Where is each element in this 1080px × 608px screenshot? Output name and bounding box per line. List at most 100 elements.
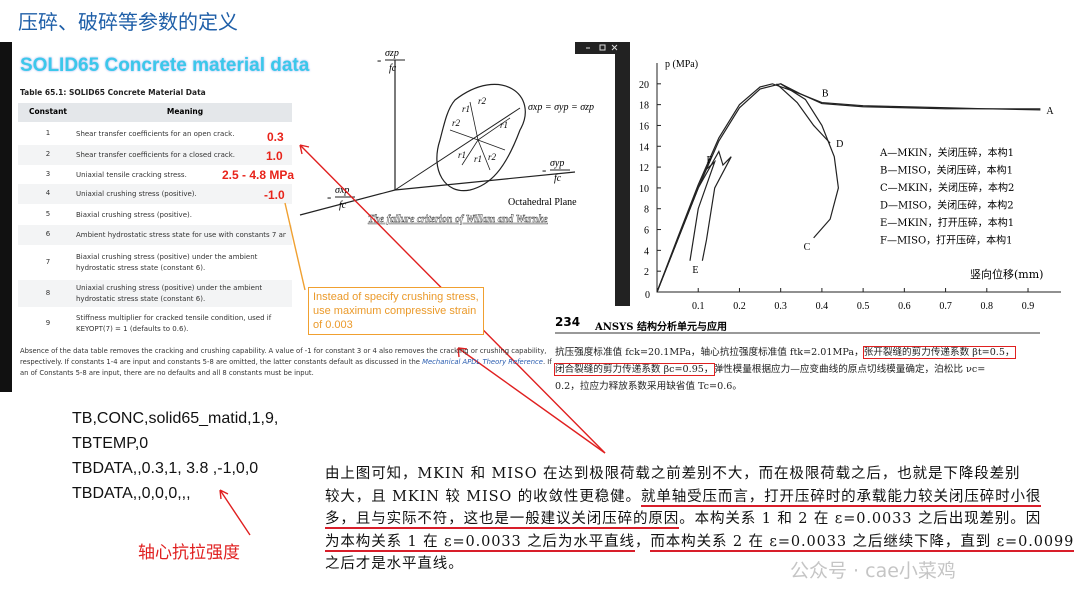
x-tick-label: 0.4 <box>816 301 829 312</box>
legend-entry: C—MKIN，关闭压碎，本构2 <box>880 181 1014 194</box>
paragraph-line: 多，且与实际不符，这也是一般建议关闭压碎的原因。本构关系 1 和 2 在 ε=0… <box>325 507 1041 530</box>
footnote-after: . If an of Constants 5-8 are input, ther… <box>20 358 552 377</box>
curve-label: F <box>706 155 712 166</box>
maximize-icon[interactable] <box>599 44 606 51</box>
curve <box>776 83 831 144</box>
book-segment: 0.2，拉应力释放系数采用缺省值 Tc=0.6。 <box>555 381 742 392</box>
column-header: Meaning <box>166 107 204 116</box>
y-tick-label: 8 <box>644 205 649 216</box>
column-header: Constant <box>28 107 68 116</box>
table-cell: 8 <box>45 288 51 297</box>
paragraph-segment: 为本构关系 1 在 ε=0.0033 之后为水平直线 <box>325 533 635 552</box>
paragraph-segment: 之后才是水平直线。 <box>325 556 464 573</box>
x-axis-label-den: fc <box>339 200 347 211</box>
table-cell: 5 <box>45 209 51 218</box>
x-tick-label: 0.1 <box>692 301 705 312</box>
arrow <box>219 489 251 536</box>
book-line: 抗压强度标准值 fck=20.1MPa，轴心抗拉强度标准值 ftk=2.01MP… <box>555 344 1016 359</box>
hydrostatic-axis <box>394 107 521 191</box>
radius-label: r2 <box>488 152 497 162</box>
y-axis-label-den: fc <box>554 173 562 184</box>
x-tick-label: 0.8 <box>981 301 994 312</box>
book-line: 闭合裂缝的剪力传递系数 βc=0.95，弹性模量根据应力—应变曲线的原点切线模量… <box>554 361 986 376</box>
x-axis-label: 竖向位移(mm) <box>970 267 1043 281</box>
table-row-bg <box>18 204 292 225</box>
paragraph-segment: 多，且与实际不符，这也是一般建议关闭压碎的原因 <box>325 511 680 530</box>
paragraph-line: 较大，且 MKIN 较 MISO 的收敛性更稳健。就单轴受压而言，打开压碎时的承… <box>325 485 1042 507</box>
red-annotation: 1.0 <box>266 149 283 163</box>
y-axis-label: p (MPa) <box>665 59 698 70</box>
octahedral-radii <box>449 101 511 171</box>
table-cell: Uniaxial crushing stress (positive) unde… <box>76 283 263 303</box>
table-cell: 4 <box>45 189 51 197</box>
table-cell: Uniaxial crushing stress (positive). <box>76 190 197 198</box>
table-cell: 7 <box>45 257 51 266</box>
book-segment: 弹性模量根据应力—应变曲线的原点切线模量确定，泊松比 νc= <box>713 364 986 375</box>
legend-entry: A—MKIN，关闭压碎，本构1 <box>879 146 1014 159</box>
x-axis-label-num: σxp <box>335 185 349 196</box>
table-row-bg <box>18 145 292 165</box>
radius-label: r2 <box>478 96 487 106</box>
table-cell: 3 <box>45 169 51 178</box>
window-edge <box>0 42 12 392</box>
z-axis-label-sign: - <box>377 52 381 67</box>
legend-entry: E—MKIN，打开压碎，本构1 <box>880 216 1014 229</box>
code-note: 轴心抗拉强度 <box>138 543 240 563</box>
y-tick-label: 10 <box>639 184 649 195</box>
legend-entry: D—MISO，关闭压碎，本构2 <box>880 199 1014 212</box>
table-cell: Stiffness multiplier for cracked tensile… <box>76 313 272 333</box>
curve-label: B <box>822 89 829 100</box>
close-icon[interactable] <box>611 44 618 51</box>
code-line: TBDATA,,0,0,0,,, <box>72 485 191 502</box>
curve-label: C <box>804 242 811 253</box>
table-cell: 1 <box>45 128 51 137</box>
red-annotation: 2.5 - 4.8 MPa <box>222 168 295 182</box>
table-row-bg <box>18 225 292 245</box>
code-line: TBTEMP,0 <box>72 435 149 452</box>
table-cell: Shear transfer coefficients for a closed… <box>76 151 236 159</box>
paragraph-line: 之后才是水平直线。 <box>325 552 464 573</box>
paragraph-line: 为本构关系 1 在 ε=0.0033 之后为水平直线，而本构关系 2 在 ε=0… <box>325 530 1075 552</box>
curve <box>656 83 1041 293</box>
y-tick-label: 14 <box>639 142 649 153</box>
window-titlebar <box>575 42 630 54</box>
paragraph-line: 由上图可知，MKIN 和 MISO 在达到极限荷载之前差别不大，而在极限荷载之后… <box>325 462 1020 483</box>
book-header: ANSYS 结构分析单元与应用 <box>595 322 727 333</box>
table-header-bg <box>18 103 292 122</box>
y-tick-label: 6 <box>644 226 649 237</box>
curve-label: A <box>1046 106 1054 117</box>
radius-label: r2 <box>452 118 461 128</box>
note-box: Instead of specify crushing stress, use … <box>308 287 484 335</box>
table-cell: Biaxial crushing stress (positive) under… <box>76 252 258 272</box>
failure-surface <box>436 83 526 192</box>
y-tick-label: 12 <box>639 163 649 174</box>
y-tick-label: 20 <box>639 80 649 91</box>
table-row-bg <box>18 245 292 280</box>
legend-entry: F—MISO，打开压碎，本构1 <box>880 234 1013 247</box>
paragraph-segment: 由上图可知，MKIN 和 MISO 在达到极限荷载之前差别不大，而在极限荷载之后… <box>325 466 1021 482</box>
table-cell: Ambient hydrostatic stress state for use… <box>76 231 286 239</box>
radius-label: r1 <box>462 104 470 114</box>
radius-label: r1 <box>474 154 482 164</box>
table-cell: Uniaxial tensile cracking stress. <box>76 170 187 179</box>
table-cell: 6 <box>45 230 51 238</box>
hydrostatic-label: σxp = σyp = σzp <box>528 102 594 113</box>
table-row-bg <box>18 122 292 145</box>
curve <box>656 158 717 293</box>
table-row-bg <box>18 307 292 340</box>
table-row-bg <box>18 280 292 307</box>
y-axis-label-num: σyp <box>550 158 564 169</box>
watermark: 公众号 · cae小菜鸡 <box>790 560 956 582</box>
y-tick-label: 18 <box>639 101 649 112</box>
arrow <box>457 347 606 454</box>
paragraph-segment: ， <box>634 533 651 550</box>
table-row-bg <box>18 184 292 204</box>
book-page: 234 <box>555 315 581 329</box>
footnote-link[interactable]: Mechanical APDL Theory Reference <box>422 358 543 366</box>
book-segment: 闭合裂缝的剪力传递系数 βc=0.95， <box>554 363 715 376</box>
x-tick-label: 0.6 <box>898 301 911 312</box>
x-axis-label-sign: - <box>327 189 331 204</box>
table-row-bg <box>18 165 292 184</box>
